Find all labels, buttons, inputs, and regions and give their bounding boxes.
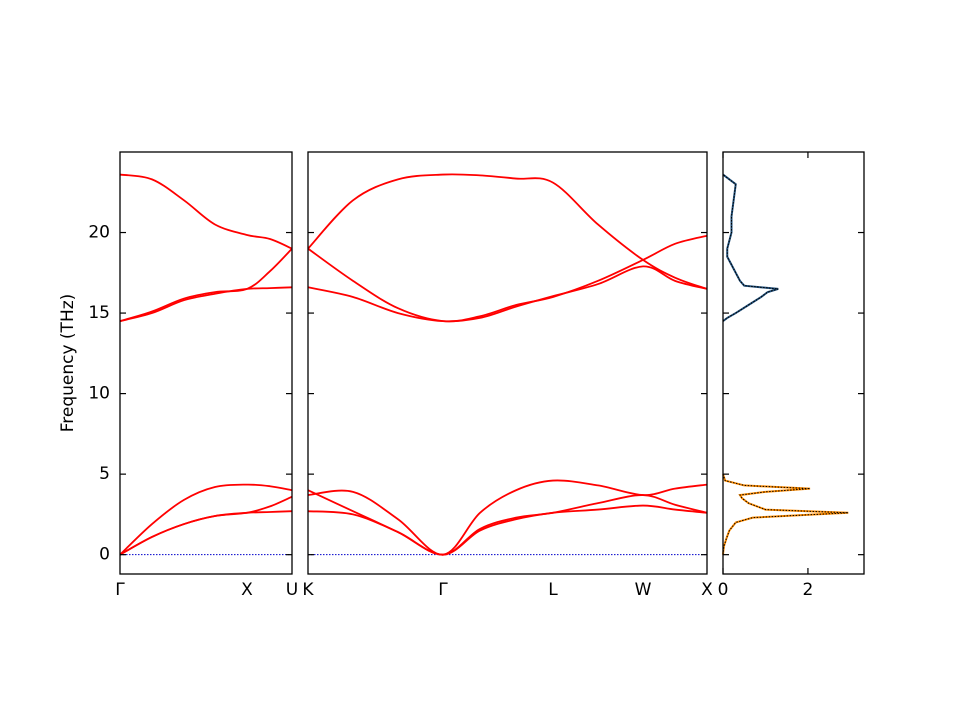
y-tick-label: 20 [88, 223, 110, 243]
band-line [119, 173, 293, 250]
axes-frame [119, 151, 293, 575]
band-line [119, 495, 293, 556]
band-line [119, 248, 293, 322]
y-tick-label: 10 [88, 384, 110, 404]
x-tick-label: Γ [115, 580, 125, 600]
x-tick-label: U [286, 580, 298, 600]
y-tick-label: 0 [99, 545, 110, 565]
y-tick-label: 5 [99, 464, 110, 484]
band-line [119, 483, 293, 556]
dos-edge [722, 174, 779, 322]
x-tick-label: Γ [438, 580, 448, 600]
x-tick-label: 2 [803, 580, 814, 600]
x-tick-label: L [548, 580, 558, 600]
x-tick-label: W [635, 580, 652, 600]
band-line [307, 489, 708, 556]
x-tick-label: 0 [718, 580, 729, 600]
band-line [119, 286, 293, 322]
x-tick-label: K [302, 580, 314, 600]
y-axis-label: Frequency (THz) [58, 294, 78, 433]
dos-line [722, 173, 779, 322]
band-line [307, 173, 708, 290]
band-line [307, 479, 708, 556]
band-line [307, 265, 708, 323]
band-line [307, 234, 708, 323]
band-line [307, 504, 708, 556]
x-tick-label: X [701, 580, 713, 600]
axes-frame [307, 151, 708, 575]
dos-line [722, 473, 849, 555]
dos-edge [722, 473, 849, 555]
axes-frame [722, 151, 865, 575]
y-tick-label: 15 [88, 303, 110, 323]
x-tick-label: X [241, 580, 253, 600]
